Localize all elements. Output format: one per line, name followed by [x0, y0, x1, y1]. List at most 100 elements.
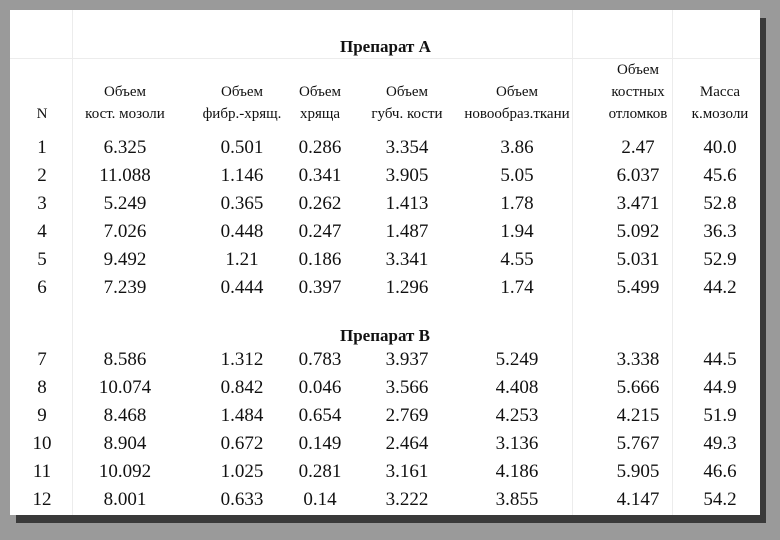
- cell-fibrocartilage-volume: 0.672: [220, 433, 264, 454]
- cell-callus-mass: 52.8: [703, 193, 737, 214]
- cell-callus-mass: 45.6: [703, 165, 737, 186]
- column-header-spongy-bone-volume: Объем: [386, 84, 428, 100]
- cell-cartilage-volume: 0.149: [298, 433, 342, 454]
- cell-row-number: 2: [37, 165, 47, 186]
- cell-cartilage-volume: 0.783: [298, 349, 342, 370]
- cell-new-tissue-volume: 3.86: [500, 137, 534, 158]
- column-header-new-tissue-volume: Объем: [496, 84, 538, 100]
- cell-callus-mass: 40.0: [703, 137, 737, 158]
- cell-fibrocartilage-volume: 1.21: [225, 249, 259, 270]
- cell-spongy-bone-volume: 2.769: [385, 405, 429, 426]
- cell-callus-mass: 54.2: [703, 489, 737, 510]
- column-header-fragment-volume: Объем: [617, 62, 659, 78]
- column-header-fibrocartilage-volume: фибр.-хрящ.: [202, 106, 282, 122]
- cell-fibrocartilage-volume: 0.444: [220, 277, 264, 298]
- cell-new-tissue-volume: 1.94: [500, 221, 534, 242]
- cell-spongy-bone-volume: 3.341: [385, 249, 429, 270]
- cell-new-tissue-volume: 4.186: [495, 461, 539, 482]
- cell-new-tissue-volume: 1.74: [500, 277, 534, 298]
- cell-new-tissue-volume: 5.249: [495, 349, 539, 370]
- cell-spongy-bone-volume: 2.464: [385, 433, 429, 454]
- cell-fragment-volume: 2.47: [621, 137, 655, 158]
- cell-cartilage-volume: 0.046: [298, 377, 342, 398]
- cell-row-number: 5: [37, 249, 47, 270]
- cell-cartilage-volume: 0.341: [298, 165, 342, 186]
- cell-spongy-bone-volume: 3.937: [385, 349, 429, 370]
- cell-callus-mass: 36.3: [703, 221, 737, 242]
- cell-fragment-volume: 5.905: [616, 461, 660, 482]
- cell-callus-volume: 8.904: [103, 433, 147, 454]
- cell-row-number: 6: [37, 277, 47, 298]
- column-header-new-tissue-volume: новообраз.ткани: [464, 106, 570, 122]
- cell-cartilage-volume: 0.286: [298, 137, 342, 158]
- cell-spongy-bone-volume: 3.566: [385, 377, 429, 398]
- cell-callus-volume: 8.001: [103, 489, 147, 510]
- cell-row-number: 7: [37, 349, 47, 370]
- cell-cartilage-volume: 0.397: [298, 277, 342, 298]
- data-table: Препарат А Препарат В N Объем кост. мозоли…: [10, 10, 760, 515]
- cell-callus-volume: 8.468: [103, 405, 147, 426]
- cell-fragment-volume: 5.767: [616, 433, 660, 454]
- cell-new-tissue-volume: 3.136: [495, 433, 539, 454]
- cell-fibrocartilage-volume: 0.365: [220, 193, 264, 214]
- cell-callus-mass: 49.3: [703, 433, 737, 454]
- cell-callus-mass: 51.9: [703, 405, 737, 426]
- cell-cartilage-volume: 0.281: [298, 461, 342, 482]
- cell-fragment-volume: 4.215: [616, 405, 660, 426]
- cell-new-tissue-volume: 5.05: [500, 165, 534, 186]
- cell-row-number: 1: [37, 137, 47, 158]
- cell-fibrocartilage-volume: 1.146: [220, 165, 264, 186]
- column-header-spongy-bone-volume: губч. кости: [371, 106, 443, 122]
- cell-cartilage-volume: 0.654: [298, 405, 342, 426]
- cell-fibrocartilage-volume: 0.448: [220, 221, 264, 242]
- cell-callus-mass: 46.6: [703, 461, 737, 482]
- cell-callus-mass: 44.2: [703, 277, 737, 298]
- cell-spongy-bone-volume: 1.296: [385, 277, 429, 298]
- cell-fibrocartilage-volume: 1.484: [220, 405, 264, 426]
- cell-cartilage-volume: 0.186: [298, 249, 342, 270]
- cell-row-number: 3: [37, 193, 47, 214]
- column-header-row-number: N: [36, 106, 48, 122]
- cell-row-number: 8: [37, 377, 47, 398]
- cell-fibrocartilage-volume: 1.312: [220, 349, 264, 370]
- cell-spongy-bone-volume: 3.161: [385, 461, 429, 482]
- cell-row-number: 9: [37, 405, 47, 426]
- cell-cartilage-volume: 0.247: [298, 221, 342, 242]
- cell-spongy-bone-volume: 3.905: [385, 165, 429, 186]
- cell-callus-volume: 5.249: [103, 193, 147, 214]
- cell-callus-volume: 7.239: [103, 277, 147, 298]
- cell-callus-volume: 8.586: [103, 349, 147, 370]
- cell-new-tissue-volume: 4.253: [495, 405, 539, 426]
- column-header-callus-volume: кост. мозоли: [85, 106, 165, 122]
- column-header-fibrocartilage-volume: Объем: [221, 84, 263, 100]
- cell-fibrocartilage-volume: 1.025: [220, 461, 264, 482]
- cell-cartilage-volume: 0.14: [303, 489, 337, 510]
- cell-cartilage-volume: 0.262: [298, 193, 342, 214]
- cell-fibrocartilage-volume: 0.633: [220, 489, 264, 510]
- cell-callus-volume: 6.325: [103, 137, 147, 158]
- cell-row-number: 10: [32, 433, 52, 454]
- cell-row-number: 12: [32, 489, 52, 510]
- cell-fibrocartilage-volume: 0.501: [220, 137, 264, 158]
- column-header-cartilage-volume: Объем: [299, 84, 341, 100]
- column-header-callus-mass: к.мозоли: [691, 106, 749, 122]
- cell-spongy-bone-volume: 1.487: [385, 221, 429, 242]
- cell-new-tissue-volume: 4.55: [500, 249, 534, 270]
- cell-new-tissue-volume: 1.78: [500, 193, 534, 214]
- column-header-cartilage-volume: хряща: [299, 106, 341, 122]
- title-preparation-a: Препарат А: [340, 37, 431, 56]
- cell-row-number: 4: [37, 221, 47, 242]
- cell-fragment-volume: 3.338: [616, 349, 660, 370]
- cell-callus-mass: 44.9: [703, 377, 737, 398]
- column-header-fragment-volume: отломков: [608, 106, 668, 122]
- cell-new-tissue-volume: 3.855: [495, 489, 539, 510]
- cell-callus-mass: 52.9: [703, 249, 737, 270]
- cell-callus-volume: 10.074: [98, 377, 152, 398]
- cell-callus-volume: 9.492: [103, 249, 147, 270]
- cell-row-number: 11: [32, 461, 52, 482]
- cell-callus-volume: 11.088: [99, 165, 151, 186]
- cell-spongy-bone-volume: 3.222: [385, 489, 429, 510]
- cell-fragment-volume: 4.147: [616, 489, 660, 510]
- column-header-callus-volume: Объем: [104, 84, 146, 100]
- cell-fragment-volume: 5.031: [616, 249, 660, 270]
